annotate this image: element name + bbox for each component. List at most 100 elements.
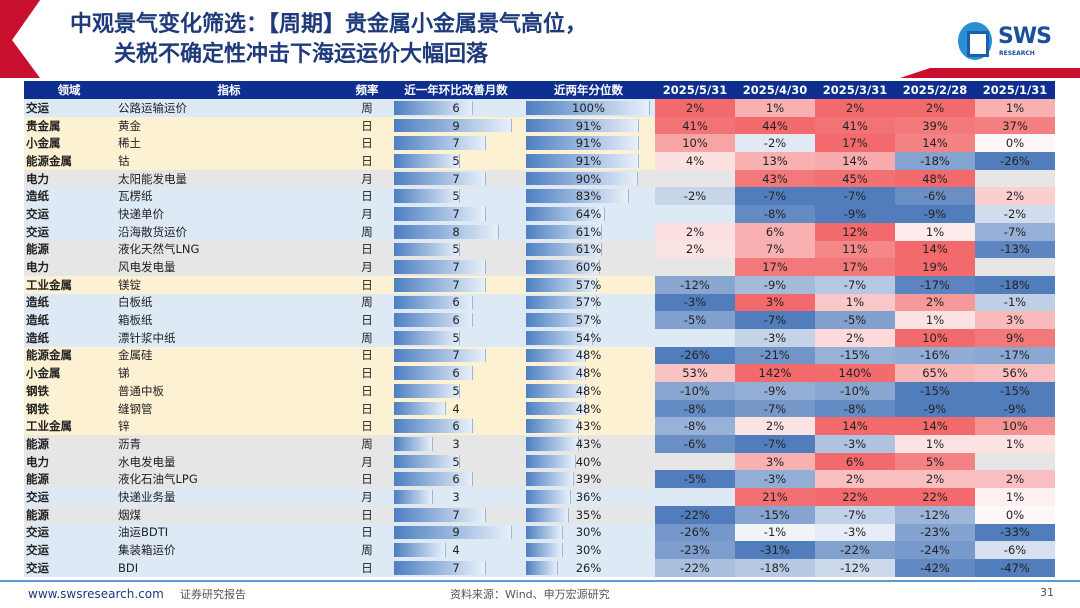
change-cell: 22% (815, 488, 895, 506)
domain-cell: 交运 (26, 206, 49, 221)
change-cell: -9% (975, 399, 1055, 418)
change-cell: -3% (815, 523, 895, 542)
indicator-cell: 沿海散货运价 (118, 224, 187, 239)
indicator-cell: 箱板纸 (118, 313, 153, 328)
domain-cell: 能源金属 (26, 153, 72, 168)
months-bar (394, 472, 473, 487)
change-cell: 14% (895, 417, 975, 436)
change-cell: 1% (815, 293, 895, 312)
table-row: 能源金属 钴 日 5 91% 4% 13% 14% -18% -26% (24, 152, 1055, 170)
indicator-cell: 金属硅 (118, 348, 153, 363)
frequency-cell: 周 (361, 330, 373, 345)
header-decoration (0, 0, 1080, 78)
change-cell: 1% (975, 99, 1055, 117)
months-value: 6 (452, 419, 460, 434)
change-cell: 65% (895, 364, 975, 382)
months-bar (394, 543, 447, 557)
change-cell: 7% (735, 240, 815, 259)
percentile-cell: 48% (522, 382, 655, 400)
frequency-cell: 日 (361, 313, 373, 328)
months-bar (394, 118, 512, 133)
domain-cell: 造纸 (26, 189, 49, 204)
change-cell: -8% (815, 399, 895, 418)
improve-months-cell: 6 (390, 470, 522, 488)
months-value: 7 (452, 277, 460, 292)
percentile-value: 39% (575, 472, 602, 487)
improve-months-cell: 6 (390, 294, 522, 312)
improve-months-cell: 5 (390, 241, 522, 259)
frequency-cell: 周 (361, 100, 373, 115)
frequency-cell: 周 (361, 543, 373, 558)
percentile-bar (526, 277, 597, 292)
website-link[interactable]: www.swsresearch.com (28, 587, 164, 601)
months-value: 5 (452, 153, 460, 168)
months-value: 7 (452, 507, 460, 522)
frequency-cell: 月 (361, 171, 373, 186)
months-bar (394, 154, 460, 168)
months-bar (394, 101, 473, 115)
percentile-value: 48% (575, 348, 602, 363)
change-cell: 2% (975, 470, 1055, 489)
table-row: 电力 风电发电量月 7 60% 17% 17% 19% (24, 258, 1055, 276)
change-cell: -1% (975, 293, 1055, 312)
domain-cell: 能源 (26, 472, 49, 487)
change-cell: 21% (735, 488, 815, 506)
months-value: 5 (452, 454, 460, 469)
change-cell: 1% (895, 222, 975, 241)
percentile-cell: 43% (522, 435, 655, 453)
table-row: 小金属 锑 日 6 48% 53% 142% 140% 65% 56% (24, 364, 1055, 382)
frequency-cell: 日 (361, 401, 373, 416)
change-cell: -2% (975, 205, 1055, 223)
change-cell: -21% (735, 346, 815, 365)
months-bar (394, 189, 460, 204)
percentile-value: 35% (575, 507, 602, 522)
data-source: 资料来源：Wind、申万宏源研究 (450, 588, 610, 601)
percentile-value: 30% (575, 543, 602, 558)
change-cell: -3% (655, 293, 735, 312)
sws-logo: SWS RESEARCH (958, 22, 1058, 62)
percentile-bar (526, 490, 571, 504)
change-cell: 13% (735, 152, 815, 170)
change-cell: -6% (975, 541, 1055, 559)
table-row: 能源 烟煤 日 7 35% -22% -15% -7% -12% 0% (24, 505, 1055, 524)
improve-months-cell: 4 (390, 400, 522, 418)
change-cell: -2% (655, 187, 735, 206)
months-bar (394, 242, 460, 257)
change-cell: 3% (735, 293, 815, 312)
percentile-value: 48% (575, 366, 602, 381)
percentile-bar (526, 348, 586, 363)
change-cell: -5% (655, 470, 735, 489)
page-title: 中观景气变化筛选：【周期】贵金属小金属景气高位， 关税不确定性冲击下海运运价大幅… (70, 10, 587, 70)
domain-cell: 能源 (26, 507, 49, 522)
domain-cell: 钢铁 (26, 383, 49, 398)
months-bar (394, 560, 486, 575)
frequency-cell: 月 (361, 489, 373, 504)
change-cell: -13% (975, 240, 1055, 259)
indicator-cell: 集装箱运价 (118, 543, 176, 558)
indicator-cell: 黄金 (118, 118, 141, 133)
change-cell: -1% (735, 523, 815, 542)
table-row: 能源 沥青周 3 43% -6% -7% -3% 1% 1% (24, 435, 1055, 453)
indicator-cell: 钴 (118, 153, 130, 168)
change-cell: 10% (895, 328, 975, 347)
change-cell: 17% (735, 258, 815, 276)
months-value: 8 (452, 224, 460, 239)
improve-months-cell: 5 (390, 329, 522, 347)
months-value: 6 (452, 313, 460, 328)
months-bar (394, 207, 486, 221)
percentile-cell: 57% (522, 294, 655, 312)
change-cell: 43% (735, 169, 815, 188)
change-cell: 37% (975, 116, 1055, 135)
column-header: 频率 (344, 81, 390, 99)
change-cell: -10% (655, 382, 735, 400)
table-row: 交运 快递单价月 7 64% -8% -9% -9% -2% (24, 205, 1055, 223)
improve-months-cell: 6 (390, 364, 522, 382)
report-type: 证券研究报告 (180, 588, 246, 601)
indicator-cell: 液化天然气LNG (118, 242, 200, 257)
months-value: 3 (452, 489, 460, 504)
percentile-cell: 39% (522, 470, 655, 488)
domain-cell: 交运 (26, 525, 49, 540)
percentile-value: 48% (575, 401, 602, 416)
months-value: 4 (452, 543, 460, 558)
change-cell: 1% (975, 435, 1055, 453)
